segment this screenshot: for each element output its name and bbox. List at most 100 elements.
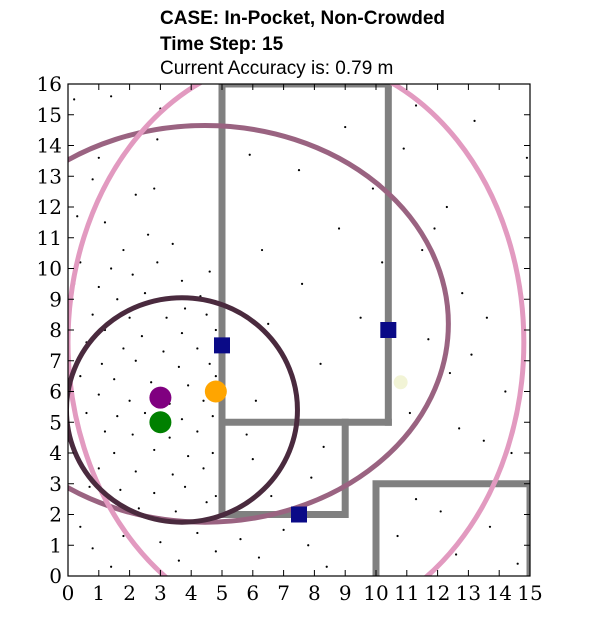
particle-point bbox=[177, 559, 180, 562]
particle-point bbox=[439, 510, 442, 513]
particle-point bbox=[150, 381, 153, 384]
particle-point bbox=[110, 267, 113, 270]
beacon-marker bbox=[214, 337, 230, 354]
x-tick-label: 8 bbox=[308, 581, 321, 605]
particle-point bbox=[254, 399, 257, 402]
particle-point bbox=[113, 451, 116, 455]
beacon-marker bbox=[380, 322, 397, 338]
y-tick-label: 8 bbox=[49, 318, 62, 342]
position-marker bbox=[204, 380, 227, 403]
particle-point bbox=[454, 553, 458, 556]
position-marker bbox=[149, 411, 172, 434]
particle-point bbox=[211, 451, 214, 455]
y-tick-label: 5 bbox=[49, 410, 62, 434]
particle-point bbox=[381, 261, 384, 264]
particle-point bbox=[325, 565, 328, 568]
particle-point bbox=[473, 119, 476, 122]
particle-point bbox=[239, 538, 242, 541]
particle-point bbox=[214, 550, 217, 553]
chart-subtitle-time-step: Time Step: 15 bbox=[160, 34, 284, 55]
particle-point bbox=[128, 316, 131, 319]
particle-point bbox=[165, 316, 168, 319]
y-tick-label: 6 bbox=[49, 380, 62, 404]
y-tick-label: 11 bbox=[37, 226, 62, 250]
particle-point bbox=[180, 418, 184, 421]
y-tick-label: 13 bbox=[37, 164, 62, 188]
particle-point bbox=[91, 547, 94, 550]
particle-point bbox=[73, 98, 76, 101]
particle-point bbox=[122, 347, 125, 350]
particle-point bbox=[183, 307, 187, 310]
particle-point bbox=[208, 362, 211, 365]
y-tick-label: 15 bbox=[37, 103, 62, 127]
particle-point bbox=[251, 458, 254, 461]
particle-point bbox=[214, 328, 217, 332]
faint-estimate-marker bbox=[393, 375, 408, 390]
particle-point bbox=[103, 221, 107, 224]
particle-point bbox=[156, 261, 159, 264]
plot-area bbox=[68, 84, 530, 576]
particle-point bbox=[187, 454, 190, 458]
beacon-marker bbox=[291, 506, 307, 523]
particle-point bbox=[337, 227, 341, 230]
plot-frame bbox=[67, 83, 531, 577]
particle-point bbox=[119, 488, 122, 491]
particle-point bbox=[458, 427, 461, 430]
x-tick-label: 2 bbox=[123, 581, 136, 605]
particle-point bbox=[482, 439, 485, 442]
x-tick-label: 3 bbox=[154, 581, 167, 605]
particle-point bbox=[270, 494, 273, 498]
particle-point bbox=[91, 178, 94, 181]
particle-point bbox=[504, 390, 507, 393]
particle-point bbox=[470, 353, 473, 356]
particle-point bbox=[510, 451, 513, 455]
particle-point bbox=[196, 347, 199, 350]
x-tick-label: 12 bbox=[425, 581, 450, 605]
y-tick-label: 3 bbox=[49, 472, 62, 496]
x-tick-label: 14 bbox=[486, 581, 511, 605]
x-tick-label: 13 bbox=[456, 581, 481, 605]
particle-point bbox=[143, 411, 147, 415]
particle-point bbox=[516, 562, 519, 565]
particle-point bbox=[445, 205, 448, 209]
particle-point bbox=[248, 153, 251, 156]
particle-point bbox=[159, 541, 162, 544]
particle-point bbox=[414, 498, 418, 501]
y-tick-label: 1 bbox=[49, 533, 62, 557]
particle-point bbox=[344, 125, 347, 129]
particle-point bbox=[110, 565, 113, 568]
axes: 0 1 2 3 4 5 6 7 8 9 10 11 12 13 14 15012345678910111213… bbox=[37, 72, 543, 605]
particle-point bbox=[211, 415, 214, 418]
y-tick-label: 10 bbox=[37, 257, 62, 281]
x-tick-label: 1 bbox=[92, 581, 105, 605]
y-tick-label: 4 bbox=[49, 441, 62, 465]
particle-point bbox=[214, 375, 217, 378]
particle-point bbox=[140, 335, 144, 338]
particle-point bbox=[214, 494, 217, 498]
y-tick-label: 9 bbox=[49, 287, 62, 311]
wall-segment bbox=[372, 480, 530, 576]
particle-point bbox=[97, 393, 100, 396]
y-tick-label: 12 bbox=[37, 195, 62, 219]
x-tick-label: 0 bbox=[62, 581, 75, 605]
particle-point bbox=[171, 473, 174, 476]
particle-point bbox=[156, 138, 159, 141]
particle-point bbox=[427, 338, 430, 341]
particle-point bbox=[245, 433, 248, 436]
particle-point bbox=[525, 156, 529, 159]
x-tick-label: 9 bbox=[339, 581, 352, 605]
particle-point bbox=[433, 227, 436, 230]
particle-point bbox=[110, 95, 113, 98]
particle-point bbox=[79, 261, 82, 264]
particle-point bbox=[257, 556, 261, 559]
y-tick-label: 14 bbox=[37, 134, 62, 158]
particle-point bbox=[196, 531, 199, 535]
particle-point bbox=[134, 193, 137, 196]
particle-point bbox=[488, 525, 492, 528]
particle-point bbox=[421, 248, 424, 252]
particle-point bbox=[146, 233, 150, 236]
particle-point bbox=[162, 350, 165, 353]
particle-point bbox=[402, 147, 405, 150]
particle-point bbox=[131, 433, 134, 436]
